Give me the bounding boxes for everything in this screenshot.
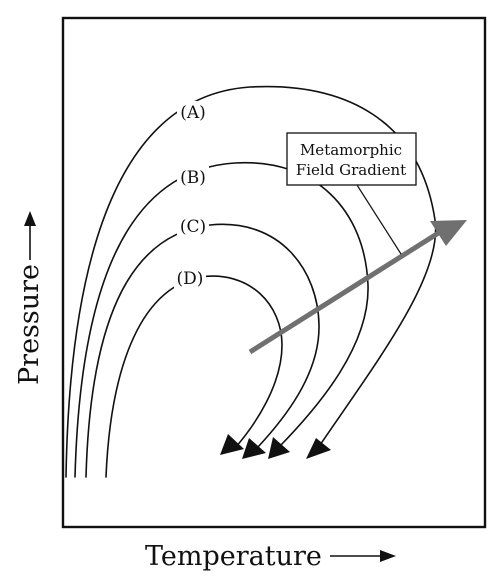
y-axis-arrowhead xyxy=(24,211,36,226)
y-axis-label: Pressure xyxy=(14,264,45,385)
pt-path-b xyxy=(74,161,369,478)
label-d: (D) xyxy=(177,269,204,289)
pt-path-d xyxy=(105,275,283,478)
label-c: (C) xyxy=(180,217,206,237)
pt-path-a xyxy=(65,85,437,478)
label-a: (A) xyxy=(180,103,206,123)
callout-box xyxy=(286,132,417,186)
field-gradient-arrowhead xyxy=(430,220,467,246)
x-axis-label: Temperature xyxy=(145,541,322,572)
arrowhead-a xyxy=(306,438,331,459)
callout-leader xyxy=(356,184,402,255)
label-b: (B) xyxy=(180,168,206,188)
callout-line1: Metamorphic xyxy=(300,141,402,159)
field-gradient-arrow-shaft xyxy=(248,229,442,355)
arrowhead-b xyxy=(268,437,290,459)
callout-line2: Field Gradient xyxy=(296,161,406,179)
arrowhead-c xyxy=(242,438,266,459)
plot-frame xyxy=(61,16,487,529)
pt-path-c xyxy=(85,223,320,478)
x-axis-arrowhead xyxy=(380,550,396,562)
arrowhead-d xyxy=(220,434,244,455)
